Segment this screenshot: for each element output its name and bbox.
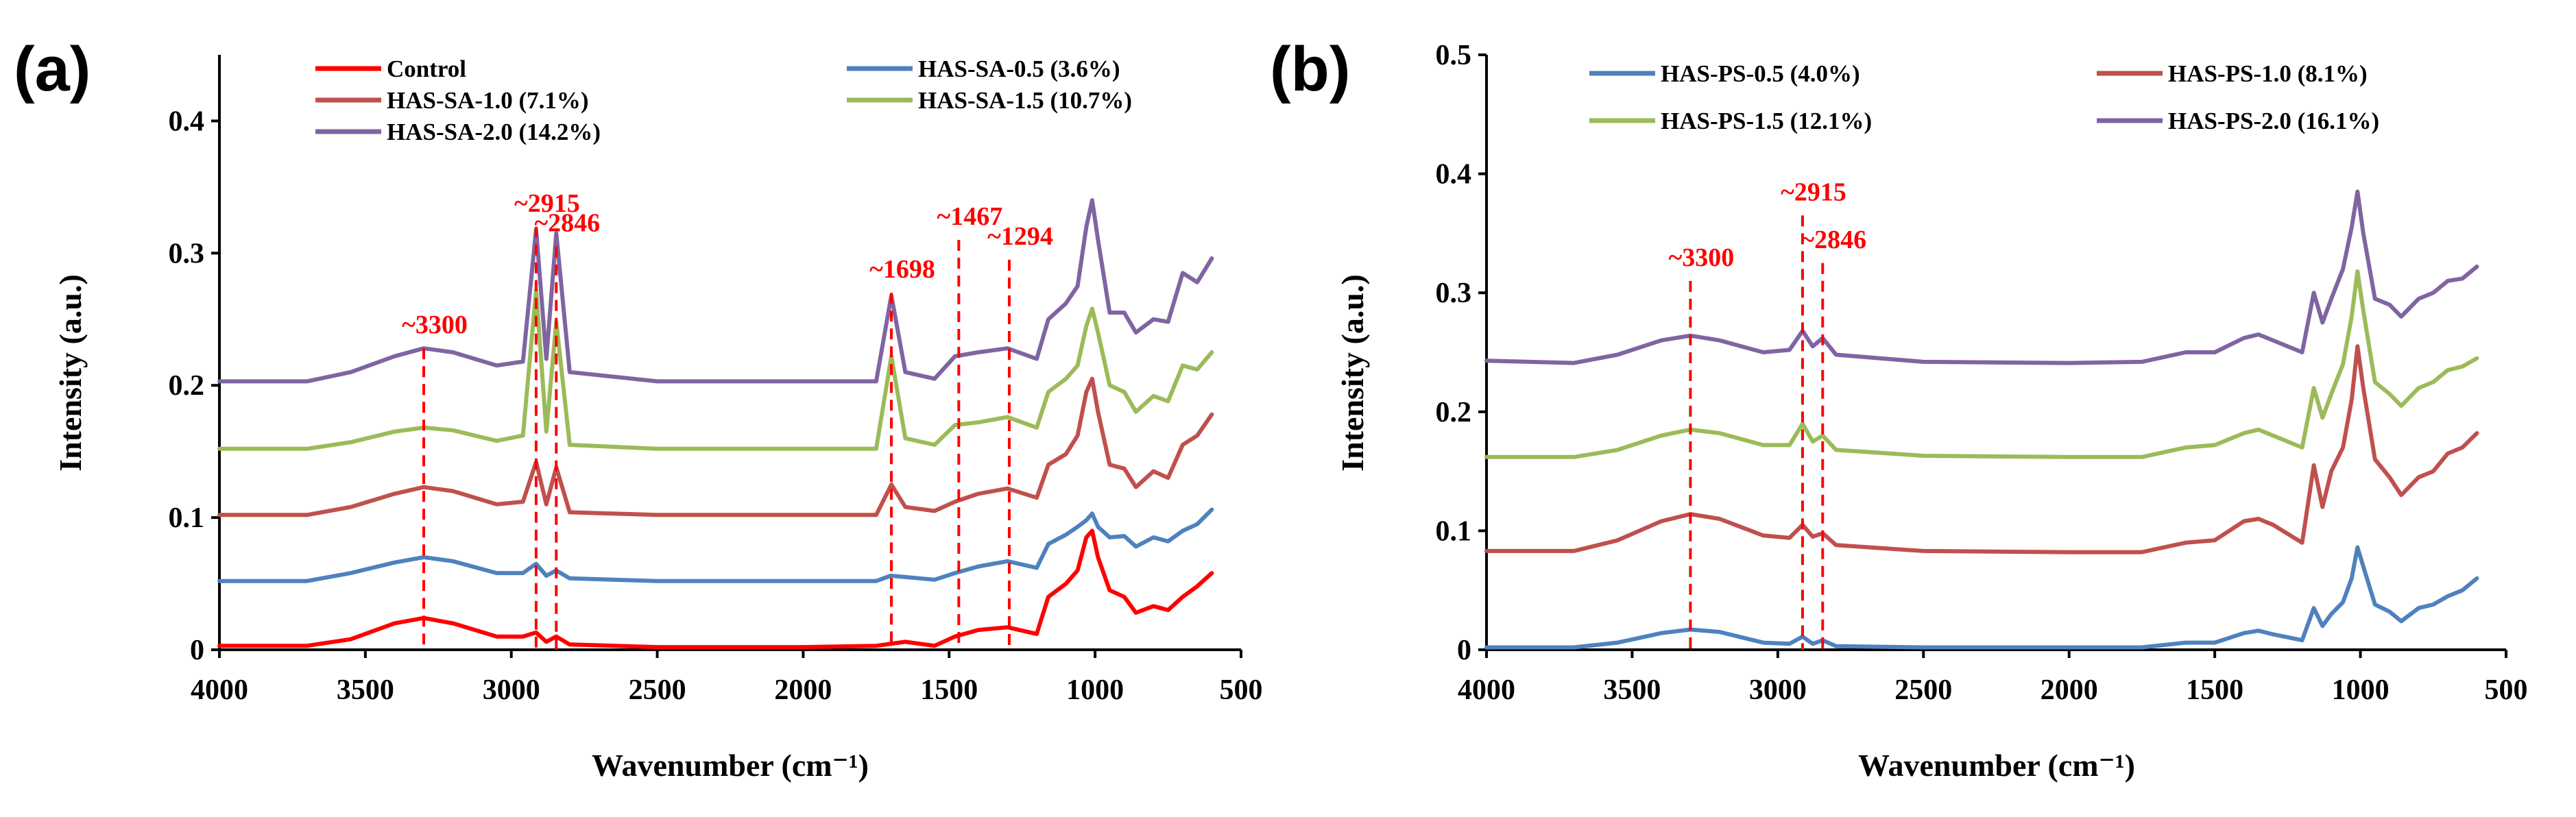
panel-b-y-tick-label: 0.4 — [1436, 159, 1472, 191]
panel-b-chart: (b) 4000 3500 3000 2500 2000 1500 1000 500 0 0.1 0… — [1270, 34, 2528, 783]
panel-a-legend-label: HAS-SA-2.0 (14.2%) — [387, 119, 601, 145]
panel-b-legend-label: HAS-PS-2.0 (16.1%) — [2168, 108, 2379, 134]
panel-b-x-tick-label: 3500 — [1603, 674, 1661, 706]
panel-b-peak-label: ~3300 — [1669, 243, 1735, 272]
panel-a-y-tick-label: 0.4 — [169, 106, 205, 137]
panel-a-x-tick-label: 3000 — [483, 674, 540, 706]
panel-a-legend-label: Control — [387, 56, 466, 82]
panel-a-x-tick-label: 2000 — [774, 674, 832, 706]
panel-a-series-line — [217, 376, 1214, 517]
panel-b-x-tick-label: 500 — [2485, 674, 2528, 706]
panel-a-peak-label: ~2915 — [514, 189, 580, 218]
panel-a-y-tick-label: 0.3 — [169, 238, 205, 269]
panel-a-series-line — [217, 288, 1214, 451]
panel-a-label: (a) — [14, 34, 91, 104]
panel-b-y-tick-label: 0.5 — [1436, 40, 1472, 71]
panel-a-x-axis-title: Wavenumber (cm⁻¹) — [592, 748, 869, 783]
panel-a-y-tick-label: 0.1 — [169, 502, 205, 534]
panel-a-series-line — [217, 507, 1214, 583]
panel-a-series-line — [217, 198, 1214, 384]
panel-b-x-axis-title: Wavenumber (cm⁻¹) — [1858, 748, 2135, 783]
panel-b-legend-label: HAS-PS-1.0 (8.1%) — [2168, 60, 2368, 87]
panel-a-peak-label: ~1294 — [987, 222, 1053, 251]
panel-b-peak-label: ~2846 — [1801, 225, 1866, 254]
panel-b-y-tick-label: 0.1 — [1436, 515, 1472, 547]
panel-b-x-tick-label: 2500 — [1894, 674, 1952, 706]
panel-b-y-tick-label: 0.2 — [1436, 397, 1472, 428]
panel-b-series-line — [1484, 545, 2479, 650]
panel-a-chart: (a) 4000 3500 3000 2500 2000 1500 1000 500 0 0.1 0… — [14, 34, 1263, 783]
panel-a-legend-label: HAS-SA-1.0 (7.1%) — [387, 87, 589, 114]
panel-b-legend-label: HAS-PS-1.5 (12.1%) — [1661, 108, 1872, 134]
panel-a-x-tick-label: 3500 — [337, 674, 394, 706]
panel-b-y-axis-title: Intensity (a.u.) — [1335, 274, 1370, 472]
panel-a-x-tick-label: 500 — [1220, 674, 1263, 706]
panel-a-x-tick-label: 1000 — [1066, 674, 1124, 706]
panel-a-series-line — [217, 528, 1214, 650]
panel-a-legend-label: HAS-SA-0.5 (3.6%) — [918, 56, 1120, 82]
panel-b-series-line — [1484, 189, 2479, 365]
panel-a-y-axis-title: Intensity (a.u.) — [53, 274, 88, 472]
panel-b-series-line — [1484, 269, 2479, 459]
panel-b-x-tick-label: 3000 — [1749, 674, 1807, 706]
panel-a-peak-label: ~1467 — [937, 202, 1002, 231]
panel-a-x-tick-label: 4000 — [191, 674, 248, 706]
panel-b-label: (b) — [1270, 34, 1350, 104]
panel-b-x-tick-label: 1000 — [2332, 674, 2390, 706]
panel-b-y-tick-label: 0.3 — [1436, 278, 1472, 309]
panel-b-y-tick-label: 0 — [1457, 635, 1471, 666]
panel-b-peak-label: ~2915 — [1781, 178, 1846, 206]
panel-a-y-tick-label: 0 — [190, 635, 204, 666]
panel-b-x-tick-label: 4000 — [1458, 674, 1515, 706]
panel-b-x-tick-label: 2000 — [2041, 674, 2098, 706]
panel-a-peak-label: ~2846 — [534, 209, 600, 238]
panel-b-x-tick-label: 1500 — [2186, 674, 2243, 706]
panel-a-x-tick-label: 1500 — [920, 674, 978, 706]
panel-a-legend-label: HAS-SA-1.5 (10.7%) — [918, 87, 1132, 114]
panel-b-series-line — [1484, 344, 2479, 554]
panel-a-peak-label: ~3300 — [402, 310, 468, 339]
panel-b-legend-label: HAS-PS-0.5 (4.0%) — [1661, 60, 1860, 87]
panel-a-x-tick-label: 2500 — [629, 674, 686, 706]
panel-a-y-tick-label: 0.2 — [169, 370, 205, 402]
panel-a-peak-label: ~1698 — [869, 255, 935, 284]
